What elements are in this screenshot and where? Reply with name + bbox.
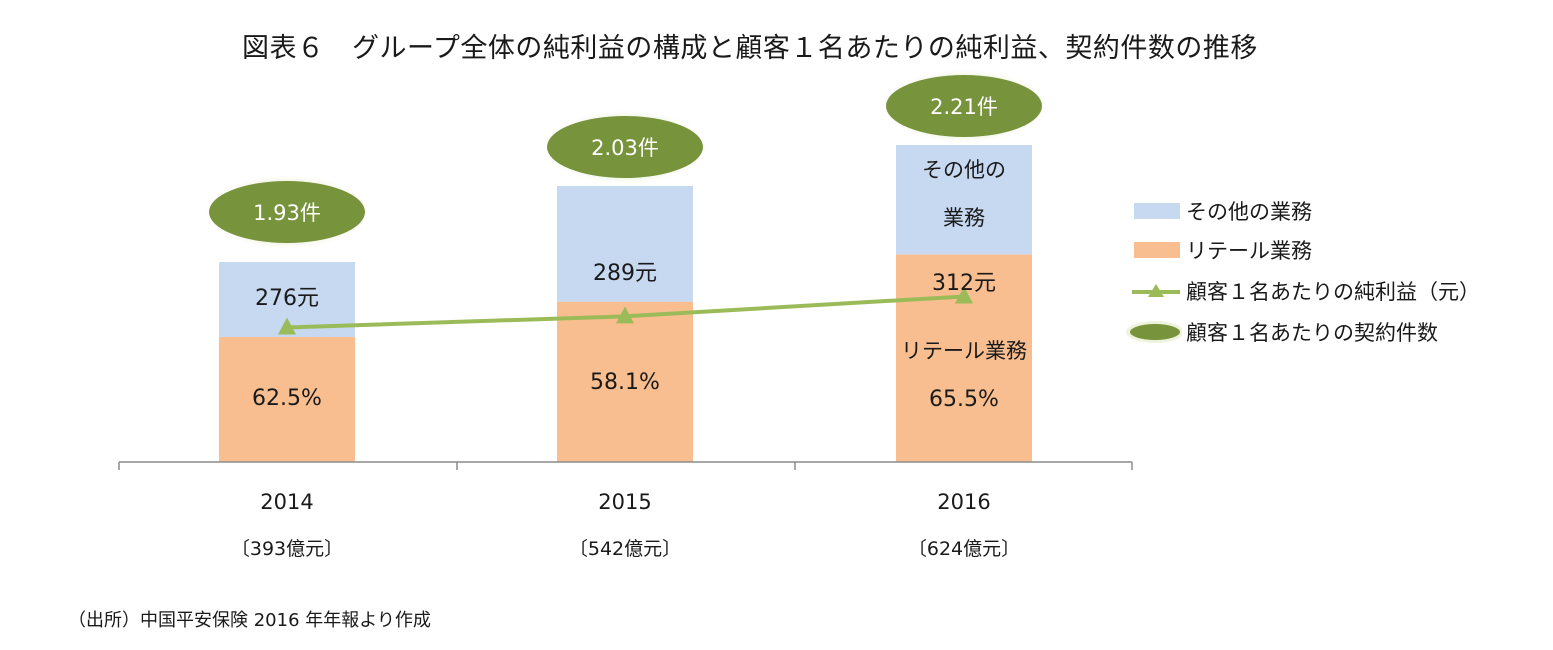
x-tick-label-2014: 2014	[260, 490, 313, 514]
annotation-retail: リテール業務	[901, 339, 1027, 363]
contracts-label-2015: 2.03件	[591, 136, 659, 160]
legend-label-retail-business: リテール業務	[1186, 239, 1312, 263]
bar-other-2016	[896, 145, 1032, 255]
profit-marker-2016	[955, 286, 973, 304]
source-note: （出所）中国平安保険 2016 年年報より作成	[68, 610, 431, 631]
bar-retail-2015	[557, 301, 693, 462]
legend-label-contracts-per-customer: 顧客１名あたりの契約件数	[1186, 321, 1438, 345]
x-sublabel-2014: 〔393億元〕	[231, 538, 343, 560]
retail-pct-label-2014: 62.5%	[252, 386, 322, 411]
bar-retail-2014	[219, 337, 355, 462]
annotation-other-line2: 業務	[943, 206, 985, 230]
legend-item-retail-business: リテール業務	[1120, 235, 1312, 265]
x-sublabel-2016: 〔624億元〕	[908, 538, 1020, 560]
bar-other-2015	[557, 186, 693, 302]
retail-pct-label-2015: 58.1%	[590, 370, 660, 395]
x-tick-label-2015: 2015	[598, 490, 651, 514]
legend-key-contracts-per-customer	[1120, 317, 1182, 347]
profit-marker-2014	[278, 317, 296, 335]
legend-key-profit-per-customer	[1120, 276, 1182, 306]
legend-item-profit-per-customer: 顧客１名あたりの純利益（元）	[1120, 276, 1480, 306]
profit-label-2016: 312元	[932, 271, 996, 296]
contracts-label-2014: 1.93件	[253, 201, 321, 225]
legend-key-other-business	[1120, 196, 1182, 226]
x-tick-label-2016: 2016	[937, 490, 990, 514]
contracts-ellipse-2015	[547, 116, 703, 178]
x-sublabel-2015: 〔542億元〕	[569, 538, 681, 560]
profit-label-2014: 276元	[255, 286, 319, 311]
legend-item-other-business: その他の業務	[1120, 196, 1312, 226]
legend-key-retail-business	[1120, 235, 1182, 265]
legend-label-other-business: その他の業務	[1186, 200, 1312, 224]
legend-label-profit-per-customer: 顧客１名あたりの純利益（元）	[1186, 280, 1480, 304]
legend-item-contracts-per-customer: 顧客１名あたりの契約件数	[1120, 317, 1438, 347]
annotation-other-line1: その他の	[922, 158, 1006, 182]
contracts-label-2016: 2.21件	[930, 95, 998, 119]
profit-label-2015: 289元	[593, 261, 657, 286]
contracts-ellipse-2016	[886, 75, 1042, 137]
chart-title: 図表６ グループ全体の純利益の構成と顧客１名あたりの純利益、契約件数の推移	[242, 33, 1258, 64]
profit-marker-2015	[616, 306, 634, 324]
contracts-ellipse-2014	[209, 181, 365, 243]
retail-pct-label-2016: 65.5%	[929, 387, 999, 412]
